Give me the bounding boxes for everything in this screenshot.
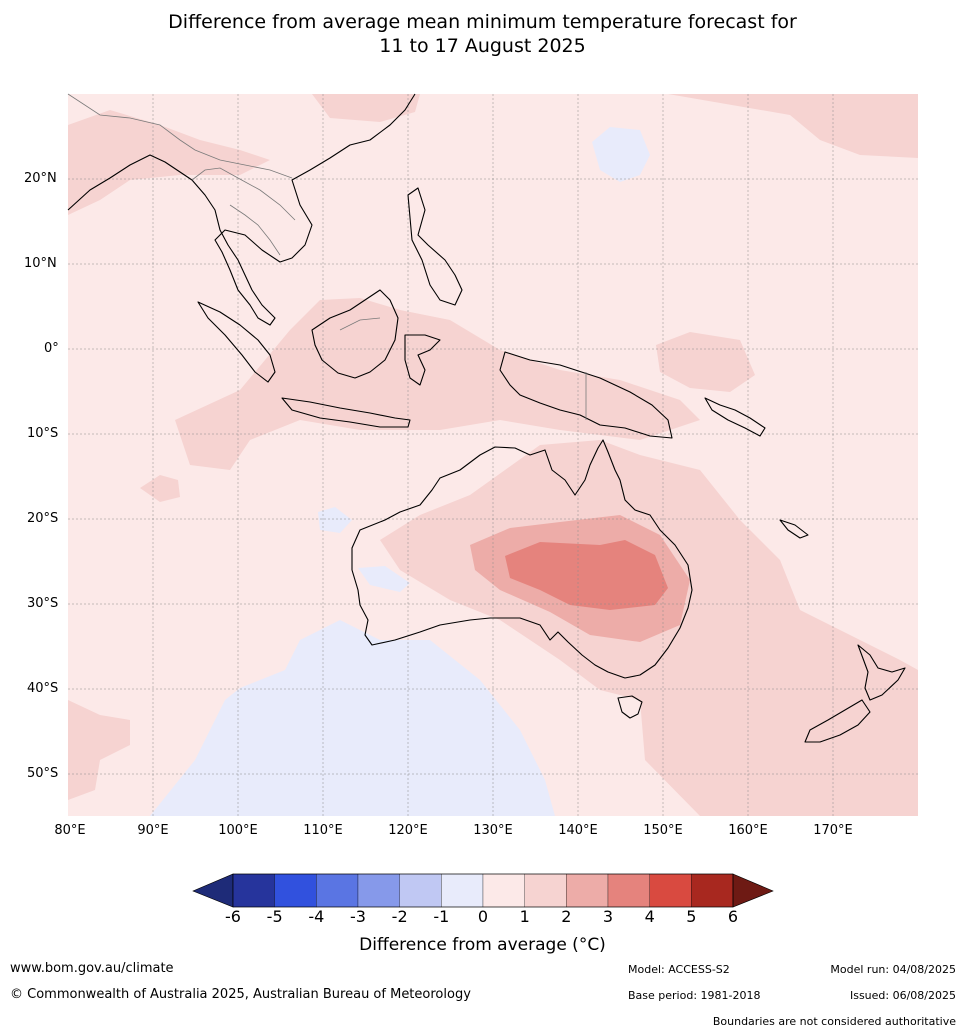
- sumatra-coastline: [197, 301, 276, 383]
- lat-label-40s: 40°S: [27, 681, 59, 696]
- lat-label-50s: 50°S: [27, 766, 59, 781]
- title-line-2: 11 to 17 August 2025: [379, 35, 586, 57]
- warm-region-core: [505, 540, 668, 610]
- coastlines: [67, 93, 906, 743]
- cool-region-west-coast: [318, 507, 352, 533]
- sulawesi-coastline: [404, 334, 441, 386]
- colorbar-segment: [357, 873, 400, 908]
- colorbar-tick-label: 5: [686, 907, 697, 926]
- lat-label-10s: 10°S: [27, 426, 59, 441]
- colorbar-under-arrow: [192, 873, 234, 908]
- warm-region-northwest: [68, 110, 270, 215]
- tasmania-coastline: [617, 695, 643, 719]
- lat-label-20s: 20°S: [27, 511, 59, 526]
- lon-label-140e: 140°E: [558, 823, 598, 838]
- colorbar-segment: [482, 873, 525, 908]
- cool-region-southern-ocean: [150, 620, 555, 816]
- vanuatu-new-caledonia-coastline: [779, 519, 809, 539]
- footer-disclaimer: Boundaries are not considered authoritat…: [712, 1015, 956, 1028]
- colorbar-label-text: Difference from average (: [359, 935, 579, 955]
- new-guinea-coastline: [499, 351, 673, 439]
- footer-issued: Issued: 06/08/2025: [849, 989, 956, 1002]
- warm-region-maritime: [175, 298, 700, 470]
- colorbar-tick-label: 6: [727, 907, 739, 926]
- warm-region-small: [140, 475, 180, 502]
- colorbar-segment: [691, 873, 734, 908]
- colorbar-segment: [524, 873, 567, 908]
- colorbar-over-arrow: [732, 873, 774, 908]
- colorbar-segment: [441, 873, 484, 908]
- lon-label-120e: 120°E: [388, 823, 428, 838]
- colorbar-tick-label: -3: [350, 907, 366, 926]
- footer-base-period: Base period: 1981-2018: [628, 989, 761, 1002]
- graticule: [68, 94, 918, 816]
- colorbar-segment: [232, 873, 275, 908]
- lon-label-110e: 110°E: [303, 823, 343, 838]
- lon-label-150e: 150°E: [643, 823, 683, 838]
- warm-region-north-pacific: [668, 94, 918, 158]
- forecast-map: [67, 93, 918, 816]
- australia-coastline: [351, 439, 693, 679]
- colorbar-label-unit: °C): [578, 935, 606, 955]
- lat-label-20n: 20°N: [24, 171, 57, 186]
- colorbar-tick-label: -1: [433, 907, 450, 926]
- colorbar-label: Difference from average (°C): [0, 935, 965, 955]
- colorbar-segment: [399, 873, 442, 908]
- lon-label-160e: 160°E: [728, 823, 768, 838]
- colorbar-segment: [274, 873, 317, 908]
- colorbar-tick-label: 4: [644, 907, 655, 926]
- lat-label-30s: 30°S: [27, 596, 59, 611]
- anomaly-regions: [68, 94, 918, 816]
- lat-label-0: 0°: [44, 341, 59, 356]
- cool-region-pacific: [592, 127, 650, 182]
- lon-label-130e: 130°E: [473, 823, 513, 838]
- lon-label-80e: 80°E: [54, 823, 86, 838]
- footer-model: Model: ACCESS-S2: [628, 963, 730, 976]
- footer-model-run: Model run: 04/08/2025: [830, 963, 956, 976]
- colorbar-tick-label: -4: [308, 907, 325, 926]
- footer-copyright: © Commonwealth of Australia 2025, Austra…: [10, 987, 471, 1002]
- java-coastline: [281, 397, 411, 428]
- colorbar-segment: [607, 873, 650, 908]
- colorbar-segment: [566, 873, 609, 908]
- colorbar-tick-label: -2: [391, 907, 408, 926]
- philippines-coastline: [407, 187, 463, 306]
- mainland-asia-coastline: [67, 93, 416, 326]
- colorbar-tick-label: -5: [266, 907, 283, 926]
- colorbar-tick-label: 3: [602, 907, 614, 926]
- cool-region-sw-coast: [358, 566, 410, 592]
- warm-region-png: [656, 332, 755, 392]
- solomon-islands-coastline: [704, 397, 766, 437]
- new-zealand-north-coastline: [857, 644, 906, 701]
- colorbar-tick-label: 0: [477, 907, 489, 926]
- lon-label-170e: 170°E: [813, 823, 853, 838]
- colorbar-segments: [232, 873, 734, 908]
- colorbar-tick-label: 2: [561, 907, 572, 926]
- lat-label-10n: 10°N: [24, 256, 57, 271]
- colorbar-segment: [316, 873, 359, 908]
- title-line-1: Difference from average mean minimum tem…: [168, 11, 797, 33]
- lon-label-90e: 90°E: [137, 823, 169, 838]
- colorbar-tick-label: -6: [225, 907, 241, 926]
- warm-region-southwest: [68, 700, 130, 800]
- colorbar-tick-label: 1: [519, 907, 530, 926]
- borneo-coastline: [311, 289, 399, 379]
- colorbar-frame: [232, 873, 734, 908]
- lon-label-100e: 100°E: [218, 823, 258, 838]
- warm-region-north-central: [312, 94, 420, 122]
- country-borders: [67, 93, 587, 420]
- map-title: Difference from average mean minimum tem…: [0, 10, 965, 58]
- footer-website: www.bom.gov.au/climate: [10, 961, 174, 976]
- new-zealand-south-coastline: [804, 699, 871, 743]
- colorbar-segment: [649, 873, 692, 908]
